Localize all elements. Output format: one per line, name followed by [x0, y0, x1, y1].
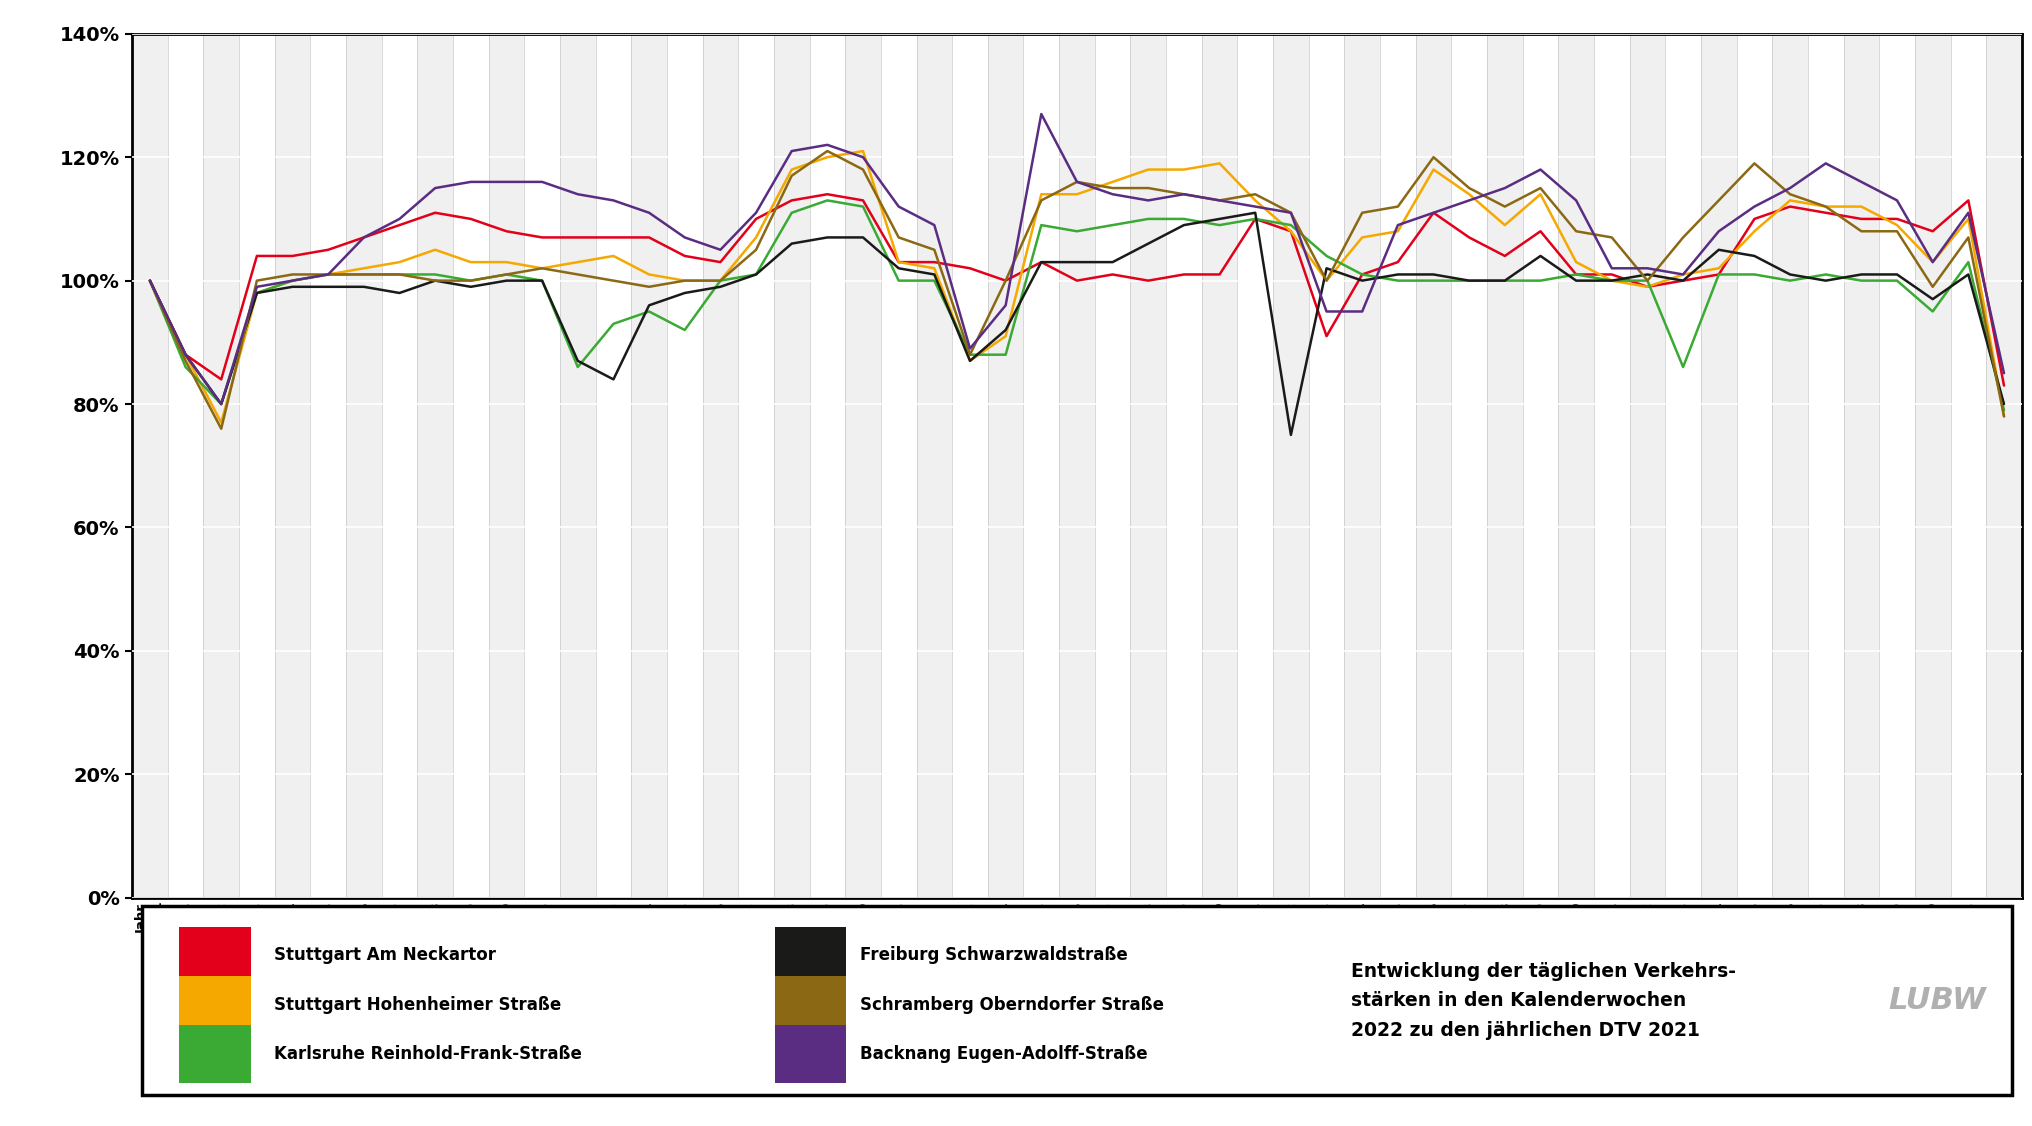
Bar [916, 34, 953, 897]
Bar [453, 34, 488, 897]
Bar [274, 34, 311, 897]
Bar [1130, 34, 1166, 897]
Bar [880, 34, 916, 897]
Bar [382, 34, 417, 897]
Bar [1737, 34, 1772, 897]
Bar [1309, 34, 1345, 897]
Bar [774, 927, 847, 984]
Bar [1487, 34, 1522, 897]
Text: Backnang Eugen-Adolff-Straße: Backnang Eugen-Adolff-Straße [860, 1045, 1148, 1063]
Bar [1024, 34, 1059, 897]
Bar [1772, 34, 1808, 897]
Bar [595, 34, 632, 897]
Bar [561, 34, 595, 897]
Bar [1843, 34, 1880, 897]
FancyBboxPatch shape [142, 906, 2012, 1096]
Text: Stuttgart Am Neckartor: Stuttgart Am Neckartor [274, 946, 496, 964]
Bar [988, 34, 1024, 897]
Bar [1059, 34, 1095, 897]
Bar [1380, 34, 1416, 897]
Bar [845, 34, 880, 897]
Bar [179, 1026, 252, 1083]
Text: Entwicklung der täglichen Verkehrs-
stärken in den Kalenderwochen
2022 zu den jä: Entwicklung der täglichen Verkehrs- stär… [1351, 962, 1735, 1039]
Text: Schramberg Oberndorfer Straße: Schramberg Oberndorfer Straße [860, 995, 1164, 1013]
Bar [488, 34, 524, 897]
Bar [1522, 34, 1559, 897]
Bar [953, 34, 988, 897]
Bar [240, 34, 274, 897]
Bar [203, 34, 240, 897]
Bar [417, 34, 453, 897]
Text: Karlsruhe Reinhold-Frank-Straße: Karlsruhe Reinhold-Frank-Straße [274, 1045, 581, 1063]
Bar [1451, 34, 1487, 897]
Bar [1237, 34, 1274, 897]
Bar [1166, 34, 1201, 897]
Bar [738, 34, 774, 897]
Bar [169, 34, 203, 897]
Bar [1880, 34, 1914, 897]
Bar [1201, 34, 1237, 897]
Text: LUBW: LUBW [1888, 986, 1985, 1016]
Bar [1630, 34, 1666, 897]
Bar [1808, 34, 1843, 897]
Bar [311, 34, 345, 897]
Bar [1914, 34, 1951, 897]
Bar [809, 34, 845, 897]
Bar [1345, 34, 1380, 897]
Text: Freiburg Schwarzwaldstraße: Freiburg Schwarzwaldstraße [860, 946, 1128, 964]
Bar [179, 976, 252, 1034]
Bar [774, 34, 809, 897]
Bar [1593, 34, 1630, 897]
Bar [1095, 34, 1130, 897]
Bar [1701, 34, 1737, 897]
Bar [703, 34, 738, 897]
Bar [632, 34, 666, 897]
Bar [1559, 34, 1593, 897]
Bar [774, 1026, 847, 1083]
Bar [1951, 34, 1985, 897]
Bar [1274, 34, 1309, 897]
Bar [1666, 34, 1701, 897]
Text: Stuttgart Hohenheimer Straße: Stuttgart Hohenheimer Straße [274, 995, 561, 1013]
Bar [524, 34, 561, 897]
Bar [774, 976, 847, 1034]
Bar [666, 34, 703, 897]
Bar [132, 34, 169, 897]
Bar [345, 34, 382, 897]
Bar [1416, 34, 1451, 897]
Bar [179, 927, 252, 984]
Bar [1985, 34, 2022, 897]
